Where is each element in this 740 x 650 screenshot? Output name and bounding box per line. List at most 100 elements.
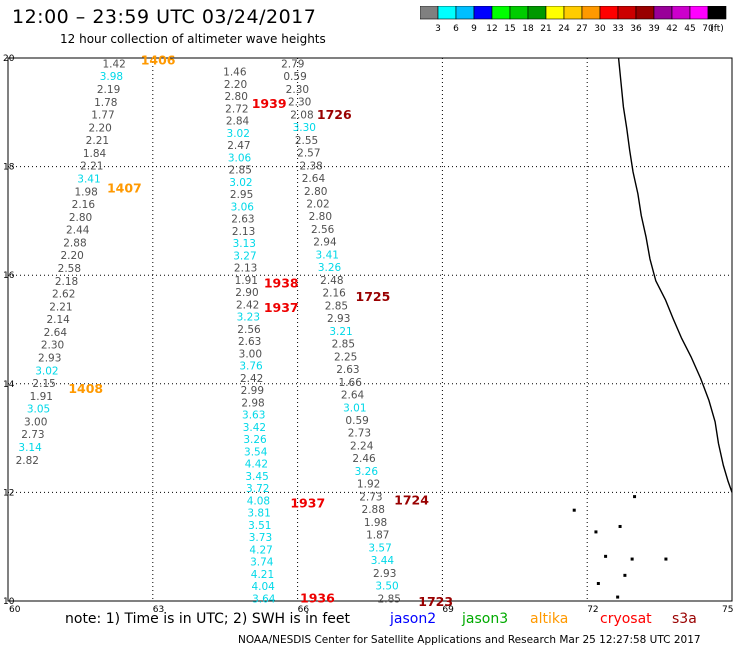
pass-time-label: 1724 — [394, 493, 429, 508]
wave-height-value: 2.62 — [52, 289, 75, 301]
wave-height-value: 3.27 — [233, 250, 256, 262]
wave-height-value: 3.30 — [293, 122, 316, 134]
pass-time-label: 1937 — [264, 300, 299, 315]
wave-height-value: 2.16 — [72, 199, 96, 211]
legend-swatch — [653, 6, 673, 20]
legend-label: 18 — [522, 24, 534, 34]
legend-label: 12 — [486, 24, 497, 34]
legend-swatch — [671, 6, 691, 20]
y-tick-label: 16 — [3, 271, 15, 281]
y-tick-labels: 10 12 14 16 18 20 — [3, 54, 15, 607]
legend-swatch — [527, 6, 547, 20]
satellite-label-altika: altika — [530, 611, 569, 627]
wave-height-value: 3.41 — [316, 249, 339, 261]
wave-height-value: 2.56 — [237, 324, 261, 336]
wave-height-value: 2.48 — [320, 275, 343, 287]
legend-swatch — [473, 6, 493, 20]
altimeter-tracks: 1.423.982.191.781.772.202.211.842.213.41… — [16, 58, 401, 605]
wave-height-value: 1.91 — [235, 275, 258, 287]
wave-height-value: 2.95 — [230, 189, 253, 201]
wave-height-value: 3.00 — [239, 348, 262, 360]
satellite-label-cryosat: cryosat — [600, 611, 652, 627]
wave-height-value: 2.90 — [235, 287, 258, 299]
x-tick-labels: 60 63 66 69 72 75 — [9, 605, 733, 615]
wave-height-value: 2.82 — [16, 455, 39, 467]
legend-label: 33 — [612, 24, 623, 34]
legend-label: 3 — [435, 24, 441, 34]
wave-height-value: 2.38 — [299, 160, 322, 172]
wave-height-value: 2.13 — [232, 226, 255, 238]
satellite-label-jason2: jason2 — [390, 611, 437, 627]
pass-time-label: 1406 — [141, 53, 176, 68]
wave-height-value: 2.84 — [226, 116, 250, 128]
wave-height-value: 3.81 — [247, 508, 270, 520]
pass-time-label: 1725 — [356, 289, 391, 304]
wave-height-value: 1.42 — [102, 58, 125, 70]
wave-height-value: 3.44 — [371, 555, 395, 567]
wave-height-value: 0.59 — [345, 415, 368, 427]
wave-height-value: 2.16 — [322, 288, 346, 300]
pass-time-label: 1408 — [68, 381, 103, 396]
legend-label: 15 — [504, 24, 515, 34]
legend-swatch — [617, 6, 637, 20]
footer-credit: NOAA/NESDIS Center for Satellite Applica… — [238, 634, 701, 646]
wave-height-value: 2.24 — [350, 440, 374, 452]
wave-height-value: 1.84 — [83, 148, 107, 160]
legend-label: 30 — [594, 24, 606, 34]
legend-swatch — [689, 6, 709, 20]
wave-height-value: 2.85 — [229, 165, 252, 177]
wave-height-value: 2.30 — [286, 84, 309, 96]
legend-label: 45 — [684, 24, 695, 34]
wave-height-value: 2.20 — [88, 122, 111, 134]
wave-height-value: 2.73 — [348, 428, 371, 440]
legend-label: 36 — [630, 24, 642, 34]
wave-height-value: 4.08 — [247, 495, 270, 507]
wave-height-value: 2.08 — [290, 109, 313, 121]
wave-height-value: 4.27 — [249, 544, 272, 556]
wave-height-value: 2.85 — [378, 593, 401, 605]
wave-height-value: 2.64 — [302, 173, 326, 185]
wave-height-value: 1.66 — [339, 377, 363, 389]
wave-height-value: 2.18 — [55, 276, 78, 288]
wave-height-value: 2.14 — [46, 314, 70, 326]
wave-height-value: 3.54 — [244, 446, 268, 458]
pass-time-labels: 1406 1407 1408 1939 1938 1937 1937 1936 1726 1725… — [68, 53, 453, 609]
wave-height-value: 3.45 — [245, 471, 268, 483]
wave-height-value: 2.73 — [359, 491, 382, 503]
wave-height-value: 3.74 — [250, 557, 274, 569]
wave-height-value: 2.93 — [327, 313, 350, 325]
wave-height-value: 2.73 — [21, 429, 44, 441]
wave-height-value: 2.58 — [58, 263, 81, 275]
island-mark — [623, 573, 627, 577]
pass-time-label: 1726 — [317, 107, 352, 122]
wave-height-value: 2.02 — [306, 199, 329, 211]
wave-height-value: 2.21 — [86, 135, 109, 147]
wave-height-value: 3.26 — [243, 434, 267, 446]
wave-height-value: 2.94 — [313, 237, 337, 249]
altimeter-track: 1.423.982.191.781.772.202.211.842.213.41… — [16, 58, 126, 466]
island-mark — [630, 557, 634, 561]
wave-height-value: 3.14 — [18, 442, 42, 454]
wave-height-value: 2.46 — [352, 453, 376, 465]
wave-height-value: 3.06 — [228, 152, 252, 164]
pass-time-label: 1939 — [252, 96, 287, 111]
legend-swatch — [599, 6, 619, 20]
legend-label: 21 — [540, 24, 551, 34]
wave-height-value: 3.02 — [227, 128, 250, 140]
wave-height-value: 3.26 — [318, 262, 342, 274]
satellite-label-jason3: jason3 — [462, 611, 509, 627]
wave-height-value: 3.64 — [252, 593, 276, 605]
wave-height-value: 1.92 — [357, 479, 380, 491]
pass-time-label: 1937 — [290, 495, 325, 510]
wave-height-value: 3.21 — [329, 326, 352, 338]
legend-swatch — [635, 6, 655, 20]
island-mark — [596, 581, 600, 585]
x-tick-label: 66 — [298, 605, 310, 615]
legend-swatch — [420, 6, 439, 20]
legend-swatch — [563, 6, 583, 20]
wave-height-value: 4.21 — [251, 569, 274, 581]
wave-height-value: 2.44 — [66, 225, 90, 237]
wave-height-value: 3.05 — [27, 404, 50, 416]
wave-height-value: 0.59 — [283, 71, 306, 83]
wave-height-value: 2.55 — [295, 135, 318, 147]
